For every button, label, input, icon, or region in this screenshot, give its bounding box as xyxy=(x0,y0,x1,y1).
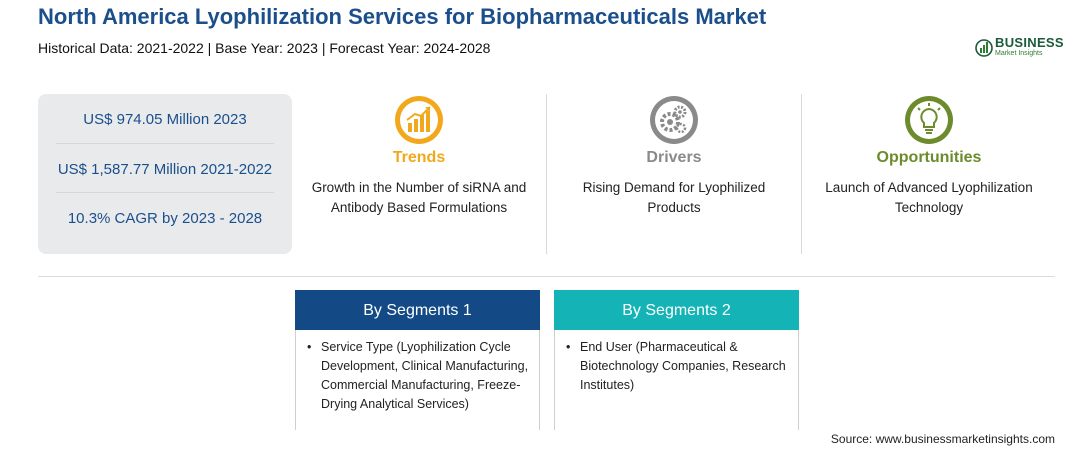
gears-icon xyxy=(650,96,698,144)
bullet-icon: • xyxy=(566,340,571,354)
opportunities-column: Opportunities Launch of Advanced Lyophil… xyxy=(802,94,1056,254)
segment-2-body: • End User (Pharmaceutical & Biotechnolo… xyxy=(554,330,799,430)
globe-chart-logo-icon xyxy=(975,39,993,57)
trends-text: Growth in the Number of siRNA and Antibo… xyxy=(311,180,527,215)
logo-wordmark: BUSINESS xyxy=(995,35,1064,50)
stat-market-size-2023: US$ 974.05 Million 2023 xyxy=(83,111,247,128)
lightbulb-icon xyxy=(905,96,953,144)
stat-historical-value: US$ 1,587.77 Million 2021-2022 xyxy=(57,161,273,178)
segment-1-heading: By Segments 1 xyxy=(295,290,540,330)
opportunities-text: Launch of Advanced Lyophilization Techno… xyxy=(825,180,1033,215)
drivers-column: Drivers Rising Demand for Lyophilized Pr… xyxy=(547,94,801,254)
source-note: Source: www.businessmarketinsights.com xyxy=(830,432,1055,446)
segment-2-item-text: End User (Pharmaceutical & Biotechnology… xyxy=(580,340,786,392)
logo-tagline: Market Insights xyxy=(995,50,1043,57)
opportunities-heading: Opportunities xyxy=(876,149,982,166)
page-title: North America Lyophilization Services fo… xyxy=(38,4,767,29)
segment-1-body: • Service Type (Lyophilization Cycle Dev… xyxy=(295,330,540,430)
page-subtitle: Historical Data: 2021-2022 | Base Year: … xyxy=(38,40,491,56)
segment-card-2: By Segments 2 • End User (Pharmaceutical… xyxy=(554,290,799,430)
drivers-text: Rising Demand for Lyophilized Products xyxy=(582,180,766,215)
bullet-icon: • xyxy=(307,340,312,354)
column-divider xyxy=(801,94,802,254)
segment-1-item-text: Service Type (Lyophilization Cycle Devel… xyxy=(321,340,529,411)
stat-divider xyxy=(56,143,274,144)
trends-heading: Trends xyxy=(392,149,446,166)
segment-card-1: By Segments 1 • Service Type (Lyophiliza… xyxy=(295,290,540,430)
stat-divider xyxy=(56,192,274,193)
key-stats-panel: US$ 974.05 Million 2023 US$ 1,587.77 Mil… xyxy=(38,94,292,254)
list-item: • Service Type (Lyophilization Cycle Dev… xyxy=(307,338,531,414)
segment-2-heading: By Segments 2 xyxy=(554,290,799,330)
column-divider xyxy=(546,94,547,254)
stat-cagr: 10.3% CAGR by 2023 - 2028 xyxy=(67,210,263,227)
section-divider xyxy=(38,276,1055,277)
trends-column: Trends Growth in the Number of siRNA and… xyxy=(292,94,546,254)
list-item: • End User (Pharmaceutical & Biotechnolo… xyxy=(566,338,790,395)
trend-chart-icon xyxy=(395,96,443,144)
drivers-heading: Drivers xyxy=(646,149,702,166)
business-market-insights-logo: BUSINESS Market Insights xyxy=(975,34,1065,64)
